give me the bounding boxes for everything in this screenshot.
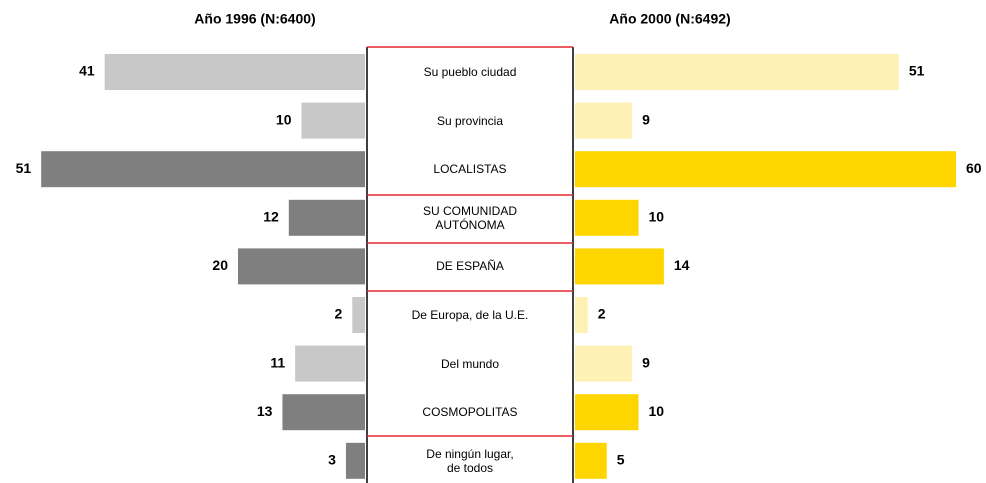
value-label: 51 bbox=[16, 160, 32, 176]
category-label: Su provincia bbox=[436, 113, 504, 128]
right-title: Año 2000 (N:6492) bbox=[609, 11, 730, 27]
bar bbox=[575, 151, 956, 188]
value-label: 12 bbox=[263, 209, 279, 225]
category-label: Del mundo bbox=[440, 356, 500, 371]
value-label: 3 bbox=[328, 452, 336, 468]
value-label: 2 bbox=[335, 306, 343, 322]
group-separators bbox=[367, 46, 573, 437]
value-label: 9 bbox=[642, 354, 650, 370]
value-label: 11 bbox=[270, 354, 285, 370]
category-label: Su pueblo ciudad bbox=[423, 65, 517, 79]
left-title: Año 1996 (N:6400) bbox=[194, 11, 315, 27]
bar bbox=[575, 394, 639, 431]
value-label: 5 bbox=[617, 452, 625, 468]
bar bbox=[575, 442, 607, 479]
bar bbox=[238, 248, 365, 285]
bar bbox=[282, 394, 365, 431]
category-label: De Europa, de la U.E. bbox=[411, 308, 529, 322]
category-label: DE ESPAÑA bbox=[436, 259, 504, 274]
value-label: 9 bbox=[642, 111, 650, 127]
value-label: 10 bbox=[276, 111, 292, 127]
category-label: SU COMUNIDAD AUTÓNOMA bbox=[422, 203, 517, 232]
bar bbox=[301, 102, 365, 139]
bar bbox=[352, 297, 365, 333]
bar bbox=[575, 248, 664, 285]
bar bbox=[575, 102, 633, 139]
value-label: 20 bbox=[212, 257, 228, 273]
value-label: 10 bbox=[649, 403, 665, 419]
value-label: 14 bbox=[674, 257, 690, 273]
value-label: 10 bbox=[649, 209, 665, 225]
bar bbox=[575, 297, 588, 333]
category-label: LOCALISTAS bbox=[433, 162, 507, 177]
value-label: 41 bbox=[79, 63, 95, 79]
bar bbox=[288, 199, 365, 236]
bar bbox=[575, 345, 633, 382]
value-label: 13 bbox=[257, 403, 273, 419]
bar bbox=[104, 54, 366, 90]
bar bbox=[345, 442, 365, 479]
value-label: 51 bbox=[909, 63, 925, 79]
bar bbox=[575, 199, 639, 236]
category-label: De ningún lugar, de todos bbox=[426, 446, 514, 475]
bar bbox=[575, 54, 899, 90]
category-label: COSMOPOLITAS bbox=[422, 405, 518, 420]
value-label: 60 bbox=[966, 160, 982, 176]
value-label: 2 bbox=[598, 306, 606, 322]
bar bbox=[295, 345, 365, 382]
bar bbox=[41, 151, 366, 188]
